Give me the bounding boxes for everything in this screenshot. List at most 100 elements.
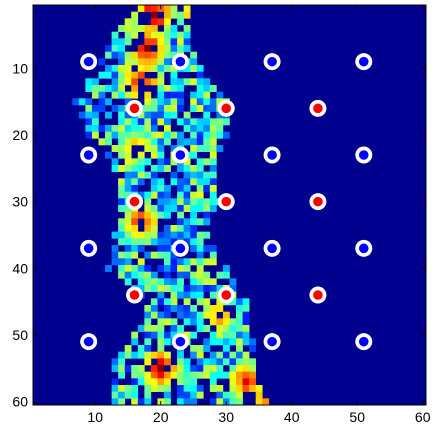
heatmap-cell (144, 358, 152, 366)
heatmap-cell (236, 298, 243, 306)
heatmap-cell (150, 278, 158, 286)
heatmap-cell (150, 311, 158, 319)
heatmap-cell (118, 391, 125, 399)
heatmap-cell (183, 265, 191, 272)
heatmap-cell (242, 371, 250, 379)
heatmap-cell (209, 358, 217, 366)
blue-marker (175, 150, 186, 160)
heatmap-cell (157, 205, 165, 212)
heatmap-cell (203, 211, 211, 219)
heatmap-cell (190, 98, 198, 106)
heatmap-cell (209, 158, 217, 166)
heatmap-cell (150, 51, 158, 59)
heatmap-cell (137, 25, 145, 32)
heatmap-cell (229, 318, 237, 326)
heatmap-cell (236, 338, 243, 346)
heatmap-cell (216, 325, 224, 332)
heatmap-cell (111, 385, 119, 392)
heatmap-cell (216, 358, 224, 366)
heatmap-cell (131, 131, 139, 139)
heatmap-cell (242, 351, 250, 359)
heatmap-cell (150, 25, 158, 32)
heatmap-cell (196, 85, 204, 92)
heatmap-cell (190, 91, 198, 99)
x-tick-label: 10 (87, 409, 103, 425)
heatmap-cell (196, 245, 204, 252)
heatmap-cell (131, 218, 139, 226)
heatmap-cell (170, 45, 178, 52)
heatmap-cell (111, 158, 119, 166)
heatmap-cell (203, 285, 211, 292)
heatmap-cell (124, 171, 132, 179)
heatmap-cell (196, 191, 204, 199)
heatmap-cell (216, 385, 224, 392)
heatmap-cell (164, 131, 171, 139)
heatmap-cell (150, 231, 158, 239)
heatmap-cell (137, 58, 145, 66)
heatmap-cell (203, 125, 211, 132)
heatmap-cell (164, 398, 171, 405)
heatmap-cell (157, 198, 165, 206)
heatmap-cell (190, 231, 198, 239)
heatmap-cell (150, 305, 158, 312)
heatmap-cell (124, 18, 132, 26)
heatmap-cell (177, 45, 184, 52)
heatmap-cell (177, 85, 184, 92)
blue-marker (175, 336, 186, 347)
heatmap-cell (203, 311, 211, 319)
heatmap-cell (196, 198, 204, 206)
heatmap-cell (131, 265, 139, 272)
x-tick-label: 50 (349, 409, 365, 425)
heatmap-cell (150, 285, 158, 292)
heatmap-cell (190, 171, 198, 179)
heatmap-cell (124, 65, 132, 72)
heatmap-cell (144, 25, 152, 32)
heatmap-cell (249, 358, 256, 366)
heatmap-cell (131, 245, 139, 252)
heatmap-cell (222, 118, 230, 126)
heatmap-cell (124, 38, 132, 46)
heatmap-cell (137, 258, 145, 266)
heatmap-cell (118, 271, 125, 279)
heatmap-cell (236, 311, 243, 319)
heatmap-cell (190, 245, 198, 252)
heatmap-cell (170, 145, 178, 152)
heatmap-cell (144, 278, 152, 286)
blue-marker (175, 56, 186, 67)
heatmap-cell (196, 98, 204, 106)
y-tick-label: 10 (12, 60, 28, 76)
heatmap-cell (236, 385, 243, 392)
heatmap-cell (216, 305, 224, 312)
heatmap-cell (150, 371, 158, 379)
heatmap-cell (118, 231, 125, 239)
heatmap-cell (157, 311, 165, 319)
heatmap-cell (216, 145, 224, 152)
heatmap-cell (118, 131, 125, 139)
heatmap-cell (177, 178, 184, 186)
heatmap-cell (177, 38, 184, 46)
heatmap-cell (177, 358, 184, 366)
heatmap-cell (183, 285, 191, 292)
heatmap-cell (144, 58, 152, 66)
heatmap-cell (209, 318, 217, 326)
heatmap-cell (203, 138, 211, 146)
heatmap-cell (222, 131, 230, 139)
heatmap-cell (190, 291, 198, 299)
heatmap-cell (164, 391, 171, 399)
heatmap-cell (150, 125, 158, 132)
heatmap-cell (124, 58, 132, 66)
heatmap-cell (196, 298, 204, 306)
heatmap-cell (150, 5, 158, 12)
heatmap-cell (209, 291, 217, 299)
heatmap-cell (196, 125, 204, 132)
heatmap-cell (177, 265, 184, 272)
heatmap-cell (137, 151, 145, 159)
heatmap-cell (150, 78, 158, 86)
heatmap-cell (177, 98, 184, 106)
heatmap-cell (137, 125, 145, 132)
heatmap-cell (164, 51, 171, 59)
heatmap-cell (144, 371, 152, 379)
heatmap-cell (203, 365, 211, 372)
heatmap-cell (203, 245, 211, 252)
heatmap-cell (164, 211, 171, 219)
